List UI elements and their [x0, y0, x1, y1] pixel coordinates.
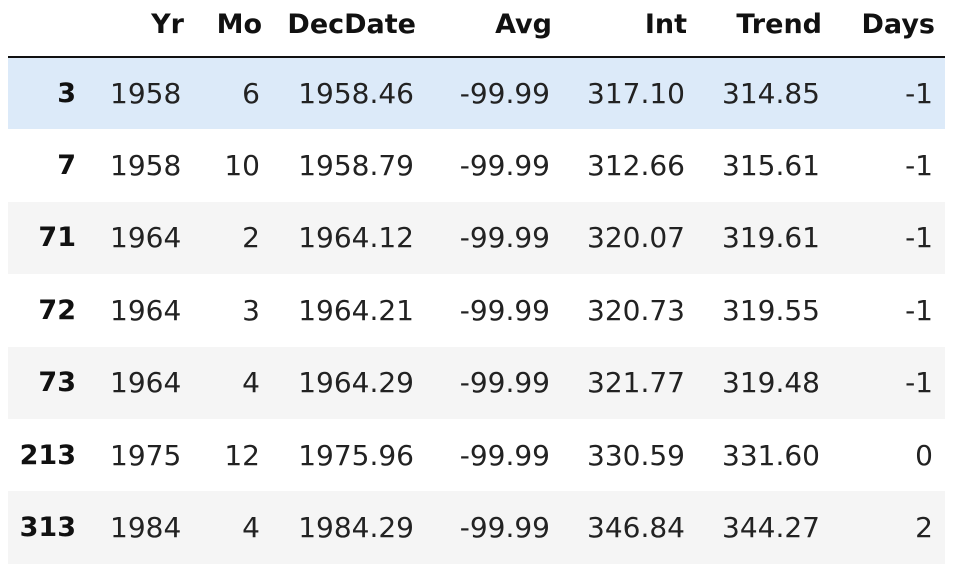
cell-yr: 1984 — [110, 511, 182, 545]
cell-int: 330.59 — [587, 438, 685, 472]
cell-int: 346.84 — [587, 511, 685, 545]
cell-days: -1 — [905, 366, 933, 400]
column-header-int: Int — [562, 0, 697, 58]
cell-yr: 1958 — [110, 149, 182, 183]
cell-int: 321.77 — [587, 366, 685, 400]
row-index: 213 — [19, 439, 76, 471]
cell-decdate: 1958.46 — [298, 77, 414, 111]
cell-int: 320.07 — [587, 221, 685, 255]
cell-yr: 1958 — [110, 77, 182, 111]
cell-mo: 2 — [242, 221, 260, 255]
table-row[interactable]: 72 1964 3 1964.21 -99.99 320.73 319.55 -… — [8, 274, 945, 347]
cell-trend: 315.61 — [722, 149, 820, 183]
cell-days: 0 — [915, 438, 933, 472]
header-row: Yr Mo DecDate Avg Int Trend Days — [8, 0, 945, 58]
cell-avg: -99.99 — [459, 293, 550, 327]
cell-avg: -99.99 — [459, 149, 550, 183]
row-index: 313 — [19, 512, 76, 544]
table-row[interactable]: 3 1958 6 1958.46 -99.99 317.10 314.85 -1 — [8, 57, 945, 130]
row-index: 71 — [38, 222, 76, 254]
cell-yr: 1964 — [110, 366, 182, 400]
cell-trend: 314.85 — [722, 77, 820, 111]
cell-days: 2 — [915, 511, 933, 545]
row-index: 72 — [38, 294, 76, 326]
table-row[interactable]: 71 1964 2 1964.12 -99.99 320.07 319.61 -… — [8, 201, 945, 275]
cell-trend: 331.60 — [722, 438, 820, 472]
cell-avg: -99.99 — [459, 438, 550, 472]
cell-avg: -99.99 — [459, 366, 550, 400]
table-body: 3 1958 6 1958.46 -99.99 317.10 314.85 -1… — [8, 57, 945, 564]
table-header: Yr Mo DecDate Avg Int Trend Days — [8, 0, 945, 58]
dataframe-table: Yr Mo DecDate Avg Int Trend Days 3 1958 … — [8, 0, 945, 564]
cell-trend: 319.55 — [722, 293, 820, 327]
cell-int: 320.73 — [587, 293, 685, 327]
row-index: 7 — [57, 150, 76, 182]
column-header-trend: Trend — [697, 0, 832, 58]
cell-yr: 1964 — [110, 221, 182, 255]
index-header — [8, 0, 86, 58]
cell-decdate: 1975.96 — [298, 438, 414, 472]
cell-days: -1 — [905, 293, 933, 327]
cell-decdate: 1964.12 — [298, 221, 414, 255]
table-row[interactable]: 313 1984 4 1984.29 -99.99 346.84 344.27 … — [8, 491, 945, 564]
column-header-yr: Yr — [86, 0, 194, 58]
dataframe-output: Yr Mo DecDate Avg Int Trend Days 3 1958 … — [8, 0, 945, 564]
cell-mo: 4 — [242, 366, 260, 400]
cell-days: -1 — [905, 221, 933, 255]
row-index: 3 — [57, 78, 76, 110]
cell-trend: 319.61 — [722, 221, 820, 255]
cell-yr: 1975 — [110, 438, 182, 472]
cell-mo: 12 — [224, 438, 260, 472]
cell-decdate: 1964.21 — [298, 293, 414, 327]
column-header-days: Days — [832, 0, 945, 58]
cell-trend: 344.27 — [722, 511, 820, 545]
cell-avg: -99.99 — [459, 511, 550, 545]
cell-mo: 3 — [242, 293, 260, 327]
table-row[interactable]: 73 1964 4 1964.29 -99.99 321.77 319.48 -… — [8, 346, 945, 419]
table-row[interactable]: 7 1958 10 1958.79 -99.99 312.66 315.61 -… — [8, 129, 945, 202]
cell-int: 312.66 — [587, 149, 685, 183]
cell-decdate: 1958.79 — [298, 149, 414, 183]
cell-avg: -99.99 — [459, 77, 550, 111]
column-header-decdate: DecDate — [272, 0, 426, 58]
cell-days: -1 — [905, 149, 933, 183]
cell-mo: 4 — [242, 511, 260, 545]
table-row[interactable]: 213 1975 12 1975.96 -99.99 330.59 331.60… — [8, 418, 945, 492]
cell-yr: 1964 — [110, 293, 182, 327]
cell-avg: -99.99 — [459, 221, 550, 255]
column-header-mo: Mo — [194, 0, 272, 58]
cell-trend: 319.48 — [722, 366, 820, 400]
cell-mo: 10 — [224, 149, 260, 183]
row-index: 73 — [38, 367, 76, 399]
cell-mo: 6 — [242, 77, 260, 111]
cell-decdate: 1984.29 — [298, 511, 414, 545]
column-header-avg: Avg — [426, 0, 562, 58]
cell-days: -1 — [905, 77, 933, 111]
cell-decdate: 1964.29 — [298, 366, 414, 400]
cell-int: 317.10 — [587, 77, 685, 111]
